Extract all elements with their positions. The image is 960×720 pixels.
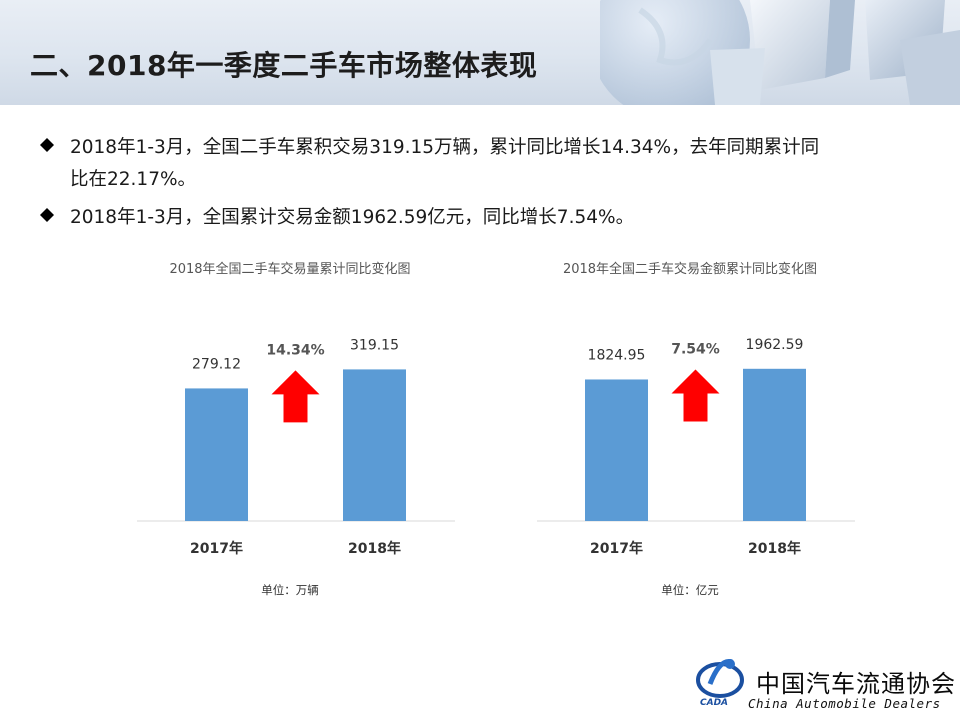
logo-name-cn: 中国汽车流通协会 — [756, 670, 956, 698]
bullet-item: 2018年1-3月，全国二手车累积交易319.15万辆，累计同比增长14.34%… — [40, 132, 930, 196]
header-banner: 二、2018年一季度二手车市场整体表现 — [0, 0, 960, 105]
amount-bar-chart: 2018年全国二手车交易金额累计同比变化图 1824.95 2017年 1962.5… — [525, 252, 855, 612]
category-tick-label: 2017年 — [590, 540, 643, 557]
category-tick-label: 2017年 — [190, 540, 243, 557]
page-title: 二、2018年一季度二手车市场整体表现 — [30, 49, 538, 82]
chart-title: 2018年全国二手车交易量累计同比变化图 — [169, 262, 411, 277]
growth-rate-label: 7.54% — [671, 341, 720, 357]
bar — [585, 379, 648, 521]
diamond-bullet-icon — [40, 208, 54, 222]
growth-arrow-icon — [271, 370, 320, 423]
cada-emblem-icon — [696, 658, 744, 698]
bullet-item: 2018年1-3月，全国累计交易金额1962.59亿元，同比增长7.54%。 — [40, 202, 930, 234]
volume-bar-chart: 2018年全国二手车交易量累计同比变化图 279.12 2017年 319.15 20… — [125, 252, 455, 612]
category-tick-label: 2018年 — [348, 540, 401, 557]
bullet-list: 2018年1-3月，全国二手车累积交易319.15万辆，累计同比增长14.34%… — [40, 132, 930, 240]
bar-value-label: 1824.95 — [588, 347, 646, 363]
chart-unit-label: 单位：万辆 — [261, 583, 319, 597]
bar-value-label: 319.15 — [350, 337, 399, 353]
chart-title: 2018年全国二手车交易金额累计同比变化图 — [562, 262, 818, 277]
bar — [743, 368, 806, 521]
chart-plot-area: 279.12 2017年 319.15 2018年 14.34% — [137, 337, 455, 557]
bullet-text-line: 比在22.17%。 — [70, 169, 197, 190]
diamond-bullet-icon — [40, 138, 54, 152]
bullet-text-line: 2018年1-3月，全国累计交易金额1962.59亿元，同比增长7.54%。 — [70, 207, 635, 228]
logo-name-en: China Automobile Dealers — [748, 696, 941, 711]
category-tick-label: 2018年 — [748, 540, 801, 557]
chart-plot-area: 1824.95 2017年 1962.59 2018年 7.54% — [537, 337, 855, 557]
bullet-text-line: 2018年1-3月，全国二手车累积交易319.15万辆，累计同比增长14.34%… — [70, 137, 820, 158]
bar-value-label: 1962.59 — [746, 337, 804, 353]
globe-cubes-decoration — [600, 0, 960, 105]
bar — [343, 369, 406, 521]
logo-abbr: CADA — [700, 698, 729, 708]
growth-rate-label: 14.34% — [266, 342, 324, 358]
growth-arrow-icon — [671, 369, 720, 422]
chart-unit-label: 单位：亿元 — [661, 583, 719, 597]
bar — [185, 388, 248, 521]
cada-logo: CADA 中国汽车流通协会 China Automobile Dealers — [690, 652, 955, 712]
bar-value-label: 279.12 — [192, 356, 241, 372]
